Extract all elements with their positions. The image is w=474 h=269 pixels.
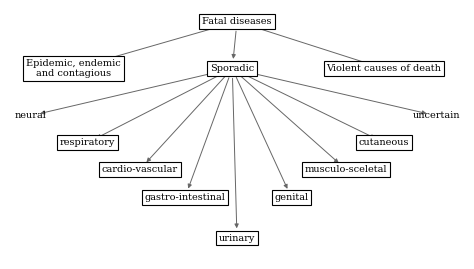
Text: Sporadic: Sporadic [210,64,255,73]
Text: gastro-intestinal: gastro-intestinal [145,193,225,202]
Text: genital: genital [274,193,309,202]
Text: neural: neural [15,111,47,120]
Text: uncertain: uncertain [412,111,460,120]
Text: Violent causes of death: Violent causes of death [327,64,441,73]
Text: musculo-sceletal: musculo-sceletal [305,165,387,174]
Text: cardio-vascular: cardio-vascular [102,165,178,174]
Text: cutaneous: cutaneous [359,138,409,147]
Text: urinary: urinary [219,233,255,243]
Text: Epidemic, endemic
and contagious: Epidemic, endemic and contagious [26,59,121,78]
Text: Fatal diseases: Fatal diseases [202,17,272,26]
Text: respiratory: respiratory [60,138,115,147]
